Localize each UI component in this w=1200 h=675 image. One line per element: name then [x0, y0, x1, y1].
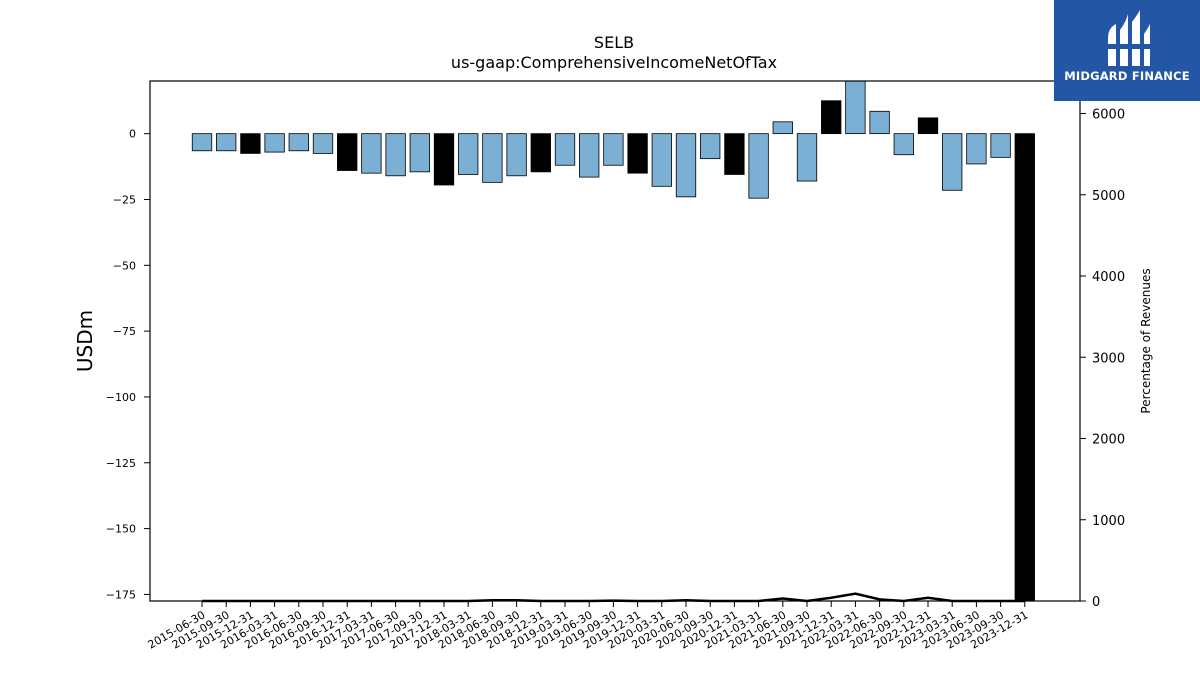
bar-2022-03-31 [845, 80, 866, 135]
y-axis-label: USDm [73, 310, 97, 372]
y2-tick-label: 5000 [1092, 189, 1125, 204]
bar-2017-12-31 [433, 133, 455, 186]
line-layer [202, 592, 1025, 603]
bar-2018-12-31 [530, 133, 551, 173]
bar-2018-06-30 [482, 133, 503, 183]
bar-2020-09-30 [700, 133, 721, 160]
y-tick-label: 0 [129, 128, 136, 141]
bar-2018-09-30 [506, 133, 527, 177]
percentage-of-revenues-line [202, 592, 1025, 603]
bar-2016-03-31 [264, 133, 285, 153]
bars-layer [191, 80, 1035, 602]
bar-2019-09-30 [603, 133, 624, 166]
y-tick-label: −50 [113, 259, 136, 272]
plot-frame [149, 80, 1081, 602]
bar-2022-09-30 [893, 133, 914, 156]
y2-tick-label: 4000 [1092, 270, 1125, 285]
bar-2022-06-30 [869, 110, 890, 135]
bar-2016-09-30 [312, 133, 334, 154]
bar-2021-12-31 [821, 100, 842, 135]
bar-2017-03-31 [361, 133, 382, 174]
bar-2023-12-31 [1014, 133, 1035, 602]
bar-2015-09-30 [216, 133, 237, 152]
bar-2021-06-30 [772, 121, 793, 135]
y2-tick-label: 0 [1092, 595, 1100, 610]
bar-2023-09-30 [990, 133, 1011, 158]
bar-2020-12-31 [724, 133, 745, 175]
y2-tick-label: 1000 [1092, 514, 1125, 529]
bar-2015-12-31 [240, 133, 261, 154]
y-tick-label: −75 [113, 325, 136, 338]
bar-2019-06-30 [579, 133, 600, 178]
bar-2021-03-31 [748, 133, 769, 199]
y-tick-label: −175 [106, 588, 136, 601]
y-tick-label: −125 [106, 457, 136, 470]
bar-2017-09-30 [409, 133, 430, 173]
chart-subtitle: us-gaap:ComprehensiveIncomeNetOfTax [451, 53, 777, 72]
bar-2023-03-31 [942, 133, 963, 191]
logo-text: MIDGARD FINANCE [1064, 69, 1190, 83]
y-axis-right: 0 1000 2000 3000 4000 5000 6000 [1080, 108, 1125, 610]
y2-tick-label: 2000 [1092, 433, 1125, 448]
y-tick-label: −150 [106, 523, 136, 536]
y-axis-left: 0 −25 −50 −75 −100 −125 −150 −175 [106, 128, 150, 601]
bar-2016-06-30 [288, 133, 309, 152]
bar-2022-12-31 [917, 117, 939, 135]
bar-2023-06-30 [966, 133, 987, 165]
bar-2019-03-31 [554, 133, 576, 166]
bar-2019-12-31 [627, 133, 648, 174]
brand-logo: MIDGARD FINANCE [1054, 0, 1200, 101]
y-tick-label: −25 [113, 193, 136, 206]
y2-tick-label: 3000 [1092, 351, 1125, 366]
y2-axis-label: Percentage of Revenues [1139, 268, 1153, 413]
bar-2021-09-30 [796, 133, 818, 182]
midgard-logo-icon [1104, 10, 1152, 66]
bar-2016-12-31 [337, 133, 358, 171]
bar-2018-03-31 [458, 133, 479, 175]
bar-2020-03-31 [651, 133, 672, 187]
bar-2020-06-30 [675, 133, 697, 198]
bar-2017-06-30 [385, 133, 406, 177]
y-tick-label: −100 [106, 391, 136, 404]
x-axis: 2015-06-302015-09-302015-12-312016-03-31… [146, 601, 1030, 652]
bar-2015-06-30 [191, 133, 213, 152]
chart-title: SELB [594, 33, 634, 52]
y2-tick-label: 6000 [1092, 108, 1125, 123]
